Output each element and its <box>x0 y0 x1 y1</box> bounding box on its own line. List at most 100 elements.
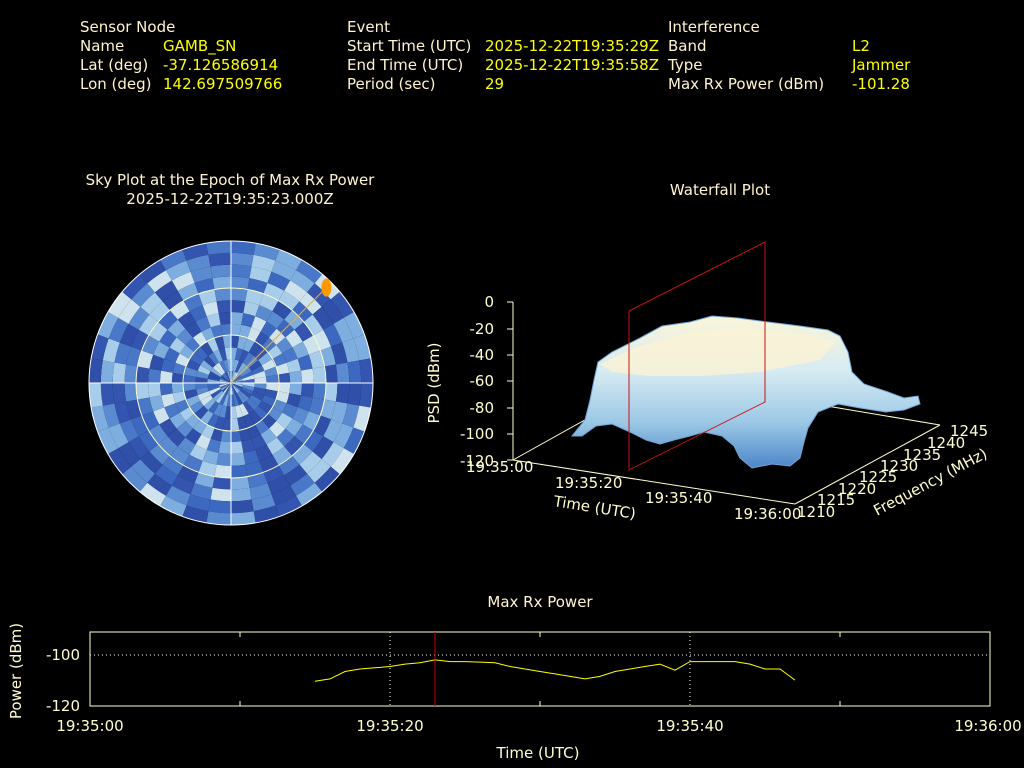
skyplot-cell <box>208 499 231 514</box>
skyplot-cell <box>177 282 199 302</box>
skyplot-cell <box>167 319 186 338</box>
skyplot-cell <box>223 383 231 394</box>
skyplot-cell <box>261 395 276 407</box>
sensor-heading: Sensor Node <box>80 18 176 36</box>
skyplot-cell <box>100 383 115 406</box>
sensor-lon-key: Lon (deg) <box>80 75 152 93</box>
skyplot-cell <box>284 436 304 456</box>
waterfall-freq-tick-label: 1220 <box>838 480 876 498</box>
skyplot-cell <box>208 371 221 379</box>
skyplot-cell <box>122 274 148 300</box>
skyplot-cell <box>231 383 243 386</box>
maxrx-x-tick-label: 19:36:00 <box>954 717 1021 735</box>
skyplot-cell <box>177 437 196 455</box>
skyplot-cell <box>131 283 155 307</box>
skyplot-cell <box>231 276 250 290</box>
skyplot-cell <box>208 352 220 365</box>
skyplot-cell <box>207 338 219 353</box>
skyplot-cell <box>251 434 267 450</box>
skyplot-cell <box>212 390 224 402</box>
skyplot-cell <box>267 475 291 495</box>
skyplot-cell <box>194 405 209 420</box>
skyplot-cell <box>236 392 247 404</box>
skyplot-cell <box>214 416 225 430</box>
skyplot-cell <box>161 393 176 408</box>
skyplot-cell <box>214 336 225 350</box>
skyplot-cell <box>142 411 160 431</box>
skyplot-cell <box>186 494 211 512</box>
skyplot-cell <box>271 260 297 281</box>
skyplot-cell <box>195 376 208 383</box>
skyplot-cell <box>277 383 291 394</box>
skyplot-cell <box>108 317 129 343</box>
skyplot-cell <box>247 423 261 439</box>
skyplot-cell <box>208 401 220 414</box>
skyplot-cell <box>185 428 202 445</box>
skyplot-cell <box>226 383 231 395</box>
waterfall-time-tick-label: 19:36:00 <box>734 505 801 523</box>
event-start-value: 2025-12-22T19:35:29Z <box>485 37 659 55</box>
skyplot-cell <box>294 322 313 342</box>
skyplot-cell <box>171 383 185 394</box>
skyplot-cell <box>200 394 213 406</box>
skyplot-cell <box>290 473 315 496</box>
waterfall-freq-tick-label: 1245 <box>950 422 988 440</box>
skyplot-cell <box>162 290 184 311</box>
skyplot-cell <box>312 306 334 330</box>
skyplot-cell <box>245 289 264 306</box>
skyplot-cell <box>218 348 227 361</box>
skyplot-cell <box>343 427 365 454</box>
skyplot-cell <box>324 364 338 383</box>
skyplot-cell <box>272 301 292 320</box>
skyplot-cell <box>226 371 231 383</box>
skyplot-cell <box>196 370 209 379</box>
skyplot-cell <box>276 412 293 429</box>
skyplot-cell <box>210 487 231 502</box>
skyplot-cell <box>186 395 201 407</box>
event-end-key: End Time (UTC) <box>347 56 464 74</box>
skyplot-cell <box>195 316 211 332</box>
waterfall-freq-axis <box>794 424 941 505</box>
skyplot-cell <box>189 444 207 461</box>
skyplot-cell <box>290 270 315 293</box>
skyplot-cell <box>118 299 141 324</box>
skyplot-cell <box>100 360 115 383</box>
skyplot-cell <box>216 452 231 466</box>
skyplot-cell <box>177 311 196 329</box>
skyplot-cell <box>219 393 227 406</box>
skyplot-cell <box>324 383 338 402</box>
skyplot-cell <box>149 354 165 371</box>
skyplot-cell <box>210 367 222 378</box>
skyplot-cell <box>165 485 191 506</box>
skyplot-cell <box>243 413 255 428</box>
skyplot-cell <box>164 347 180 363</box>
skyplot-cell <box>235 393 243 406</box>
skyplot-cell <box>231 288 248 302</box>
skyplot-cell <box>89 358 103 383</box>
skyplot-cell <box>231 380 243 383</box>
skyplot-cell <box>137 350 154 369</box>
skyplot-cell <box>241 313 256 328</box>
skyplot-cell <box>210 427 223 442</box>
skyplot-cell <box>239 403 249 417</box>
skyplot-cell <box>195 383 208 390</box>
skyplot-cell <box>243 301 260 317</box>
skyplot-cell <box>231 383 243 388</box>
skyplot-cell <box>183 374 197 383</box>
waterfall-title: Waterfall Plot <box>669 181 771 199</box>
skyplot-cell <box>321 299 344 324</box>
skyplot-cell <box>170 301 190 320</box>
skyplot-cell <box>160 370 173 383</box>
skyplot-cell <box>219 380 231 383</box>
skyplot-cell <box>321 442 344 467</box>
skyplot-cell <box>233 394 240 407</box>
skyplot-cell <box>300 368 314 383</box>
skyplot-cell <box>323 419 343 443</box>
skyplot-cell <box>214 288 231 302</box>
skyplot-cell <box>242 385 255 392</box>
skyplot-cell <box>264 366 278 377</box>
skyplot-cell <box>303 314 324 336</box>
skyplot-cell <box>190 352 204 366</box>
skyplot-cell <box>282 403 298 419</box>
skyplot <box>88 240 374 526</box>
